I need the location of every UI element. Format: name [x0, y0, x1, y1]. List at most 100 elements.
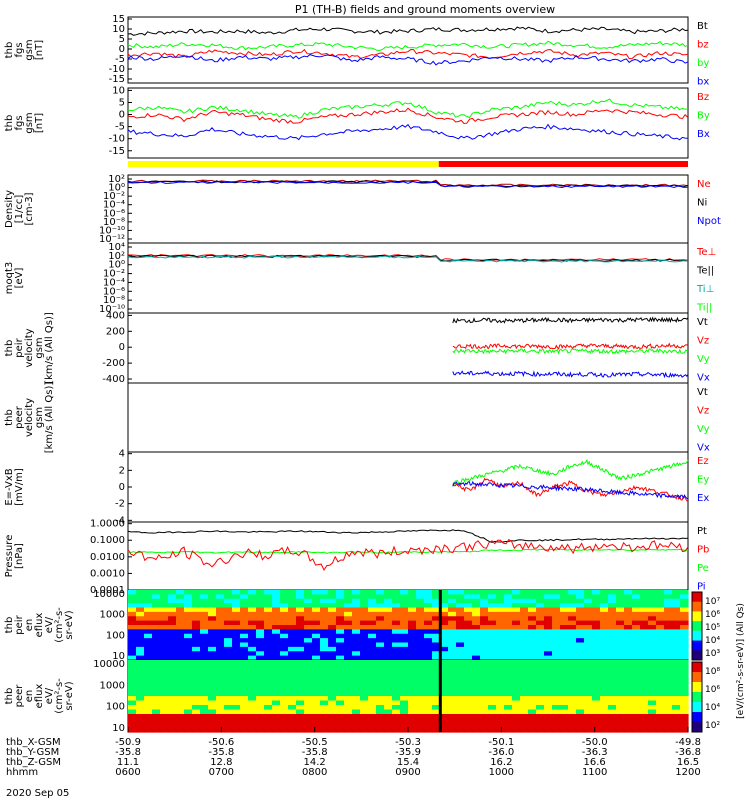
panel-9-cell	[528, 660, 537, 666]
panel-9-cell	[424, 691, 433, 697]
panel-8-cell	[328, 633, 337, 639]
panel-9-cell	[608, 705, 617, 711]
panel-1-ylabel: fgs	[14, 115, 25, 130]
panel-9-cell	[592, 669, 601, 675]
panel-8-cell	[304, 646, 313, 652]
panel-9-cell	[600, 727, 609, 733]
panel-9-cell	[592, 700, 601, 706]
panel-8-cell	[536, 633, 545, 639]
panel-8-cell	[176, 625, 185, 630]
panel-8-cell	[200, 629, 209, 635]
panel-9-cell	[288, 687, 297, 693]
panel-9-cell	[368, 700, 377, 706]
panel-8-cell	[200, 616, 209, 622]
panel-8-cell	[536, 646, 545, 652]
panel-9-cell	[368, 664, 377, 670]
panel-9-cell	[368, 709, 377, 715]
panel-7-series-0	[127, 529, 689, 543]
panel-8-cell	[560, 607, 569, 613]
panel-9-cell	[344, 673, 353, 679]
panel-9-cell	[456, 718, 465, 724]
panel-8-cell	[592, 629, 601, 635]
panel-9-cell	[384, 682, 393, 688]
panel-8-cell	[408, 620, 417, 626]
panel-9-cell	[176, 723, 185, 729]
panel-8-cell	[400, 625, 409, 630]
panel-9-cell	[224, 664, 233, 670]
panel-8-cell	[312, 611, 321, 617]
panel-9-cell	[224, 723, 233, 729]
panel-9-cell	[656, 705, 665, 711]
panel-8-cell	[328, 646, 337, 652]
panel-8-cell	[560, 625, 569, 630]
panel-9-cell	[440, 705, 449, 711]
panel-9-cell	[496, 682, 505, 688]
panel-8-cell	[208, 642, 217, 648]
panel-8-cell	[216, 638, 225, 644]
panel-8-cell	[680, 633, 689, 639]
panel-9-cell	[368, 718, 377, 724]
panel-9-cell	[400, 696, 409, 702]
panel-9-cell	[264, 682, 273, 688]
panel-9-cell	[384, 705, 393, 711]
panel-8-cell	[216, 616, 225, 622]
panel-8-cell	[392, 625, 401, 630]
panel-8-cell	[408, 642, 417, 648]
orbit-value: 16.5	[677, 757, 699, 768]
panel-8-cell	[136, 594, 145, 600]
panel-8-cell	[288, 594, 297, 600]
panel-8-cell	[440, 655, 449, 661]
panel-8-cell	[328, 620, 337, 626]
panel-8-cell	[248, 607, 257, 613]
panel-8-cell	[680, 598, 689, 604]
panel-9-cell	[128, 696, 137, 702]
panel-8-cell	[272, 629, 281, 635]
panel-8-cell	[600, 607, 609, 613]
panel-8-cell	[136, 655, 145, 661]
panel-8-cell	[512, 642, 521, 648]
panel-8-cell	[616, 616, 625, 622]
panel-8-cell	[624, 633, 633, 639]
panel-9-cell	[168, 682, 177, 688]
panel-9-cell	[264, 696, 273, 702]
panel-9-cell	[392, 718, 401, 724]
panel-9-cell	[256, 660, 265, 666]
panel-9-cell	[480, 669, 489, 675]
panel-8-cell	[256, 603, 265, 609]
panel-8-cell	[208, 646, 217, 652]
panel-8-cell	[552, 620, 561, 626]
panel-8-cell	[368, 642, 377, 648]
panel-8-cell	[416, 651, 425, 657]
panel-8-cell	[136, 611, 145, 617]
panel-9-cell	[624, 682, 633, 688]
panel-9-cell	[632, 723, 641, 729]
panel-8-cell	[424, 598, 433, 604]
panel-9-cell	[352, 705, 361, 711]
panel-8-cell	[176, 611, 185, 617]
panel-9-cell	[616, 700, 625, 706]
panel-9-cell	[432, 718, 441, 724]
panel-9-cell	[568, 696, 577, 702]
panel-9-cell	[552, 691, 561, 697]
panel-9-cell	[144, 705, 153, 711]
panel-8-cell	[584, 607, 593, 613]
panel-9-cell	[320, 723, 329, 729]
panel-8-cell	[256, 594, 265, 600]
panel-9-cell	[248, 727, 257, 733]
panel-3-ytick: 10⁴	[108, 242, 125, 253]
panel-9-cell	[536, 723, 545, 729]
panel-8-cell	[600, 594, 609, 600]
panel-8-cell	[312, 646, 321, 652]
panel-9-cell	[152, 723, 161, 729]
panel-9-cell	[512, 727, 521, 733]
panel-9-cell	[496, 705, 505, 711]
panel-9-cell	[288, 705, 297, 711]
panel-2-legend-Ni: Ni	[697, 198, 707, 209]
panel-9-cell	[472, 673, 481, 679]
panel-8-cell	[224, 611, 233, 617]
panel-8-cell	[184, 611, 193, 617]
colorbar-bottom-tick: 10⁶	[705, 685, 720, 695]
panel-8-cell	[392, 607, 401, 613]
panel-8-cell	[448, 655, 457, 661]
panel-9-cell	[616, 664, 625, 670]
